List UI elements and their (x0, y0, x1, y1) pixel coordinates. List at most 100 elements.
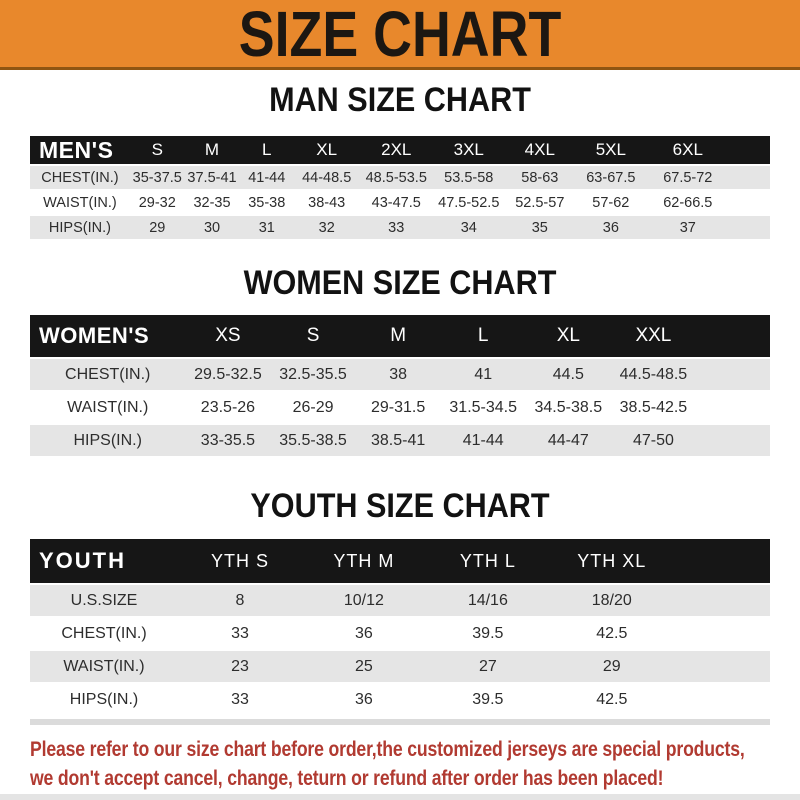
size-value-cell: 33 (178, 618, 302, 649)
measurement-row: CHEST(IN.) 29.5-32.5 32.5-35.5 38 41 44.5 44.5… (30, 359, 770, 390)
size-value-cell: 35-37.5 (129, 166, 185, 189)
size-value-cell: 29 (129, 216, 185, 239)
size-value-cell: 18/20 (549, 585, 674, 616)
size-value-cell: 44.5 (525, 359, 611, 390)
size-column-header: YTH XL (549, 539, 674, 583)
measurement-row-label: U.S.SIZE (30, 585, 178, 616)
measurement-row-label: CHEST(IN.) (30, 618, 178, 649)
row-filler (729, 166, 770, 189)
size-column-header: YTH S (178, 539, 302, 583)
size-value-cell: 44-47 (525, 425, 611, 456)
size-value-cell: 37.5-41 (184, 166, 240, 189)
size-value-cell: 8 (178, 585, 302, 616)
measurement-row: WAIST(IN.) 23 25 27 29 (30, 651, 770, 682)
size-value-cell: 10/12 (301, 585, 426, 616)
size-value-cell: 36 (301, 684, 426, 715)
size-value-cell: 35.5-38.5 (270, 425, 356, 456)
row-filler (695, 359, 770, 390)
size-value-cell: 38.5-41 (355, 425, 441, 456)
size-value-cell: 32-35 (184, 191, 240, 214)
size-value-cell: 30 (184, 216, 240, 239)
men-table-corner-label: MEN'S (30, 136, 130, 164)
women-header-row: WOMEN'S XS S M L XL XXL (30, 315, 770, 357)
size-column-header: XXL (610, 315, 696, 357)
size-column-header: L (239, 136, 295, 164)
size-column-header: S (270, 315, 356, 357)
size-value-cell: 41 (440, 359, 526, 390)
size-value-cell: 33 (178, 684, 302, 715)
size-value-cell: 29 (549, 651, 674, 682)
measurement-row-label: HIPS(IN.) (30, 216, 130, 239)
measurement-row-label: WAIST(IN.) (30, 191, 130, 214)
row-filler (695, 425, 770, 456)
size-value-cell: 33 (359, 216, 434, 239)
size-value-cell: 34 (433, 216, 505, 239)
header-filler (729, 136, 770, 164)
row-filler (729, 191, 770, 214)
row-filler (673, 618, 770, 649)
disclaimer-line-1: Please refer to our size chart before or… (30, 738, 745, 761)
youth-size-table: YOUTH YTH S YTH M YTH L YTH XL U.S.SIZE 8 10/12… (30, 537, 770, 717)
size-column-header: XL (525, 315, 611, 357)
size-value-cell: 29.5-32.5 (185, 359, 271, 390)
size-value-cell: 47-50 (610, 425, 696, 456)
row-filler (695, 392, 770, 423)
size-value-cell: 41-44 (440, 425, 526, 456)
disclaimer-line-2: we don't accept cancel, change, teturn o… (30, 767, 664, 790)
row-filler (673, 585, 770, 616)
size-column-header: M (355, 315, 441, 357)
size-value-cell: 33-35.5 (185, 425, 271, 456)
measurement-row-label: HIPS(IN.) (30, 425, 186, 456)
measurement-row-label: CHEST(IN.) (30, 166, 130, 189)
measurement-row: HIPS(IN.) 29 30 31 32 33 34 35 36 37 (30, 216, 770, 239)
size-value-cell: 14/16 (425, 585, 550, 616)
women-size-chart-heading: WOMEN SIZE CHART (243, 264, 557, 302)
size-value-cell: 53.5-58 (433, 166, 505, 189)
measurement-row: CHEST(IN.) 33 36 39.5 42.5 (30, 618, 770, 649)
size-value-cell: 44.5-48.5 (610, 359, 696, 390)
size-value-cell: 31.5-34.5 (440, 392, 526, 423)
youth-table-bottom-edge (30, 719, 770, 725)
size-value-cell: 25 (301, 651, 426, 682)
size-value-cell: 52.5-57 (504, 191, 576, 214)
size-column-header: XL (294, 136, 360, 164)
youth-header-row: YOUTH YTH S YTH M YTH L YTH XL (30, 539, 770, 583)
size-value-cell: 41-44 (239, 166, 295, 189)
measurement-row: HIPS(IN.) 33 36 39.5 42.5 (30, 684, 770, 715)
measurement-row-label: WAIST(IN.) (30, 392, 186, 423)
measurement-row: WAIST(IN.) 29-32 32-35 35-38 38-43 43-47.5 47.… (30, 191, 770, 214)
size-column-header: 6XL (646, 136, 730, 164)
measurement-row-label: WAIST(IN.) (30, 651, 178, 682)
size-value-cell: 37 (646, 216, 730, 239)
bottom-edge-strip (0, 794, 800, 800)
size-value-cell: 39.5 (425, 684, 550, 715)
youth-table-corner-label: YOUTH (30, 539, 178, 583)
size-value-cell: 27 (425, 651, 550, 682)
size-value-cell: 32 (294, 216, 360, 239)
page-title: SIZE CHART (238, 0, 562, 70)
size-value-cell: 47.5-52.5 (433, 191, 505, 214)
size-column-header: S (129, 136, 185, 164)
size-value-cell: 36 (575, 216, 647, 239)
size-value-cell: 44-48.5 (294, 166, 360, 189)
women-size-table: WOMEN'S XS S M L XL XXL CHEST(IN.) 29.5-32.5 32.5… (30, 313, 770, 458)
man-size-chart-heading: MAN SIZE CHART (269, 81, 531, 119)
size-column-header: L (440, 315, 526, 357)
row-filler (729, 216, 770, 239)
size-value-cell: 62-66.5 (646, 191, 730, 214)
size-value-cell: 63-67.5 (575, 166, 647, 189)
size-value-cell: 29-32 (129, 191, 185, 214)
disclaimer: Please refer to our size chart before or… (0, 735, 800, 793)
youth-size-chart-heading: YOUTH SIZE CHART (250, 487, 550, 525)
measurement-row: CHEST(IN.) 35-37.5 37.5-41 41-44 44-48.5 48.5… (30, 166, 770, 189)
size-value-cell: 43-47.5 (359, 191, 434, 214)
size-value-cell: 23.5-26 (185, 392, 271, 423)
size-value-cell: 23 (178, 651, 302, 682)
size-column-header: YTH L (425, 539, 550, 583)
size-value-cell: 38-43 (294, 191, 360, 214)
size-column-header: YTH M (301, 539, 426, 583)
women-table-corner-label: WOMEN'S (30, 315, 186, 357)
size-column-header: 4XL (504, 136, 576, 164)
size-column-header: M (184, 136, 240, 164)
size-chart-banner: SIZE CHART (0, 0, 800, 70)
